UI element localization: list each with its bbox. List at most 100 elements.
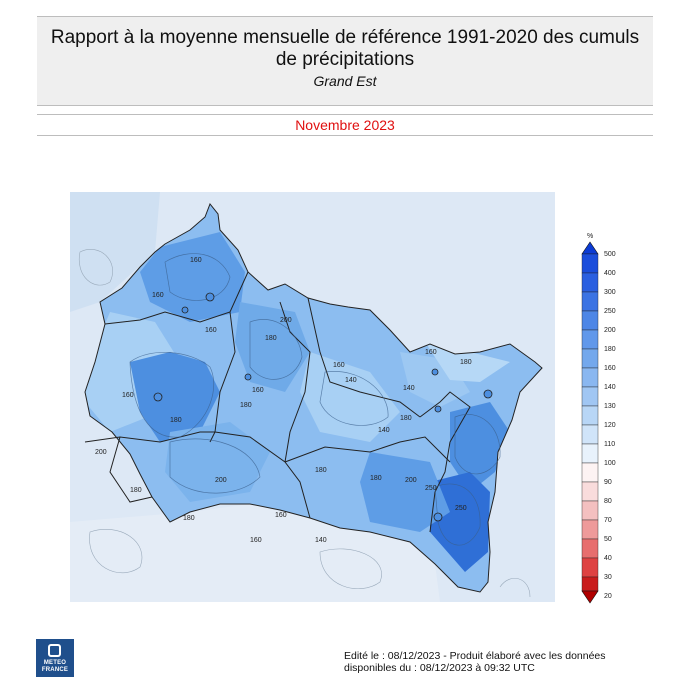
station-marker (181, 306, 189, 314)
border-alsace (419, 391, 471, 533)
zone-centre-dark (130, 352, 220, 442)
border-aube-marne-north (109, 436, 153, 503)
legend-tick-label: 140 (604, 384, 616, 391)
contour-label: 180 (240, 402, 252, 409)
contour-label: 200 (280, 317, 292, 324)
legend-tick-label: 200 (604, 327, 616, 334)
legend-tick-label: 500 (604, 251, 616, 258)
map-title: Rapport à la moyenne mensuelle de référe… (37, 27, 653, 71)
contour-label: 250 (455, 505, 467, 512)
station-marker (433, 512, 443, 522)
contour-label: 180 (370, 475, 382, 482)
legend-tick-label: 90 (604, 479, 612, 486)
zone-north-dark (140, 232, 245, 322)
contour-label: 180 (170, 417, 182, 424)
legend-tick-label: 40 (604, 555, 612, 562)
color-scale-legend: % 500 400 300 250 200 180 160 140 130 12… (581, 233, 616, 604)
header-panel: Rapport à la moyenne mensuelle de référe… (37, 16, 653, 106)
contour-label: 160 (252, 387, 264, 394)
edit-info-line-1: Edité le : 08/12/2023 - Produit élaboré … (344, 650, 606, 662)
legend-tick-label: 110 (604, 441, 615, 448)
contour-label: 140 (403, 385, 415, 392)
legend-tick-label: 20 (604, 593, 612, 600)
logo-line-2: FRANCE (41, 667, 69, 673)
legend-unit: % (587, 233, 593, 240)
zone-east-light (425, 342, 510, 382)
legend-band (581, 500, 599, 521)
region-outline (84, 203, 543, 593)
legend-band (581, 367, 599, 388)
contour-label: 160 (190, 257, 202, 264)
zone-southeast-mid (360, 452, 450, 532)
legend-tick-label: 100 (604, 460, 616, 467)
legend-bands (581, 253, 599, 592)
logo-text: METEO FRANCE (36, 660, 74, 674)
title-line-1: Rapport à la moyenne mensuelle de référe… (50, 27, 640, 48)
logo-icon (48, 644, 61, 657)
contour-6 (319, 371, 389, 426)
contour-label: 160 (122, 392, 134, 399)
legend-band (581, 253, 599, 274)
zone-alsace-dark (450, 402, 510, 492)
contour-label: 140 (315, 537, 327, 544)
legend-tick-labels: 500 400 300 250 200 180 160 140 130 120 … (604, 251, 616, 600)
legend-band (581, 386, 599, 407)
station-marker (153, 392, 163, 402)
contour-label: 160 (152, 292, 164, 299)
logo-line-1: METEO (43, 660, 67, 666)
legend-tick-label: 180 (604, 346, 616, 353)
outside-contour-2 (89, 529, 143, 573)
outside-contour-3 (319, 548, 382, 589)
meteo-france-logo: METEO FRANCE (36, 639, 74, 677)
outside-contour-1 (78, 249, 113, 286)
contour-4 (434, 483, 481, 546)
legend-band (581, 424, 599, 445)
contour-label: 180 (400, 415, 412, 422)
station-marker (483, 389, 493, 399)
legend-tick-label: 160 (604, 365, 616, 372)
contour-3 (454, 414, 501, 475)
legend-tick-label: 30 (604, 574, 612, 581)
contour-label: 160 (425, 349, 437, 356)
legend-band (581, 481, 599, 502)
zone-south-mid (165, 422, 270, 502)
legend-band (581, 557, 599, 578)
contour-7 (164, 253, 231, 301)
station-marker (434, 405, 442, 413)
legend-band (581, 329, 599, 350)
title-line-2: de précipitations (275, 49, 415, 70)
legend-tick-label: 300 (604, 289, 616, 296)
precipitation-map: 160 160 160 180 200 160 180 160 180 200 … (70, 192, 555, 602)
legend-band (581, 443, 599, 464)
station-marker (431, 368, 439, 376)
contour-label: 140 (345, 377, 357, 384)
contour-label: 160 (205, 327, 217, 334)
border-meurthe (279, 301, 311, 463)
legend-tick-label: 400 (604, 270, 616, 277)
legend-band (581, 348, 599, 369)
legend-tick-label: 70 (604, 517, 612, 524)
edit-info-line-2: disponibles du : 08/12/2023 à 09:32 UTC (344, 662, 535, 674)
legend-tick-label: 120 (604, 422, 616, 429)
contour-label: 200 (405, 477, 417, 484)
legend-band (581, 310, 599, 331)
legend-band (581, 538, 599, 559)
legend-arrow-bottom (581, 590, 599, 604)
contour-labels: 160 160 160 180 200 160 180 160 180 200 … (95, 257, 472, 544)
zone-alsace-darkest (430, 472, 490, 572)
contour-lines (129, 253, 501, 546)
contour-label: 180 (315, 467, 327, 474)
legend-band (581, 576, 599, 592)
legend-band (581, 272, 599, 293)
contour-label: 180 (265, 335, 277, 342)
legend-tick-label: 80 (604, 498, 612, 505)
station-marker (205, 292, 215, 302)
legend-band (581, 519, 599, 540)
contour-1 (129, 352, 214, 438)
legend-tick-label: 50 (604, 536, 612, 543)
border-marne-aube (84, 431, 215, 443)
contour-label: 160 (250, 537, 262, 544)
contour-label: 140 (378, 427, 390, 434)
legend-tick-label: 130 (604, 403, 616, 410)
legend-band (581, 405, 599, 426)
